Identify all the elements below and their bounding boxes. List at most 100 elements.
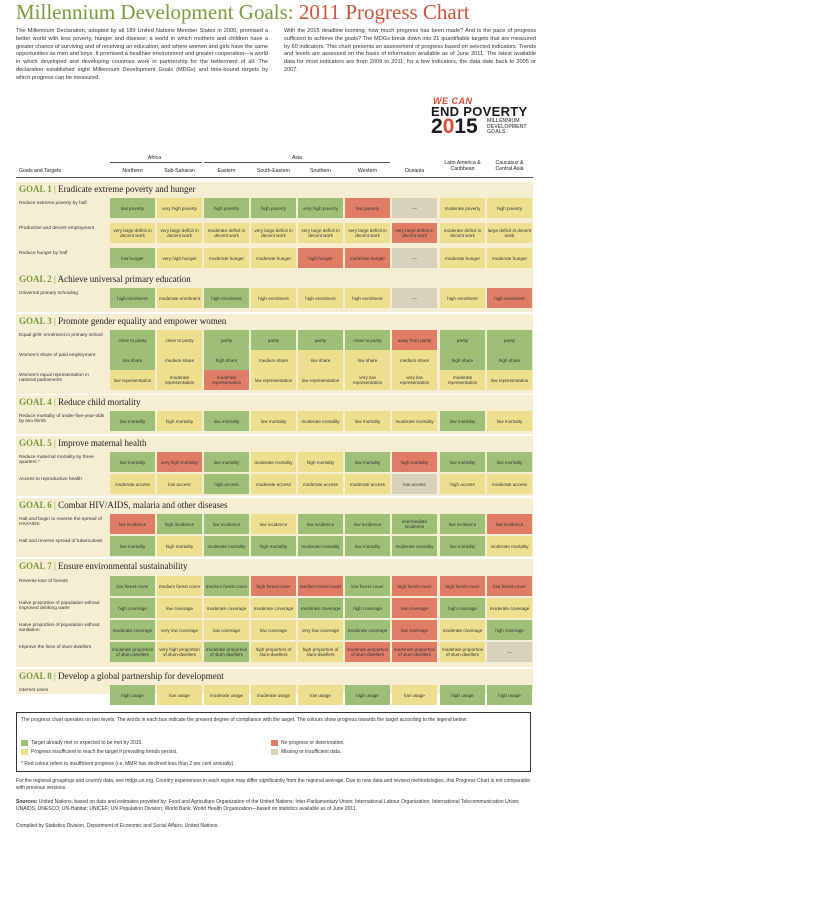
progress-cell: high coverage [440, 598, 485, 618]
progress-cell: moderate hunger [345, 248, 390, 268]
progress-cell: low incidence [251, 514, 296, 534]
intro-left: The Millennium Declaration, adopted by a… [16, 28, 268, 81]
progress-cell: moderate hunger [251, 248, 296, 268]
goal-name: Reduce child mortality [58, 397, 141, 407]
progress-cell: very high proportion of slum-dwellers [157, 642, 202, 662]
progress-cell: high share [487, 350, 532, 370]
target-label: Reduce hunger by half [19, 251, 68, 256]
progress-cell: parity [440, 330, 485, 350]
progress-cell: high enrolment [487, 288, 532, 308]
goal-title: GOAL 3 | Promote gender equality and emp… [19, 316, 226, 327]
progress-cell: moderate proportion of slum-dwellers [204, 642, 249, 662]
progress-cell: low mortality [440, 411, 485, 431]
goal-number: GOAL 2 [19, 274, 52, 284]
progress-cell: very low coverage [157, 620, 202, 640]
progress-cell: very high poverty [298, 198, 343, 218]
goal-separator: | [51, 438, 59, 448]
target-label: Equal girls' enrolment in primary school [19, 333, 103, 338]
progress-cell: high forest cover [392, 576, 437, 596]
goal-name: Ensure environmental sustainability [58, 561, 188, 571]
progress-cell: high usage [345, 685, 390, 705]
progress-cell: low representation [487, 370, 532, 390]
target-label: Reduce mortality of under-five-year-olds… [19, 414, 105, 425]
progress-cell: low share [345, 350, 390, 370]
progress-cell: low mortality [204, 452, 249, 472]
progress-cell: low mortality [251, 411, 296, 431]
progress-cell: low mortality [110, 452, 155, 472]
goal-number: GOAL 4 [19, 397, 52, 407]
logo-end-poverty: END POVERTY [431, 104, 528, 119]
progress-cell: close to parity [110, 330, 155, 350]
footer-sources-label: Sources: [16, 799, 38, 805]
goal-separator: | [51, 561, 59, 571]
goal-title: GOAL 8 | Develop a global partnership fo… [19, 671, 224, 682]
progress-cell: low coverage [392, 620, 437, 640]
progress-cell: low incidence [487, 514, 532, 534]
progress-cell: low coverage [157, 598, 202, 618]
progress-cell: high mortality [157, 536, 202, 556]
progress-cell: low forest cover [110, 576, 155, 596]
progress-cell: high poverty [251, 198, 296, 218]
title-part1: Millennium Development Goals: [16, 0, 294, 24]
progress-cell: high proportion of slum-dwellers [251, 642, 296, 662]
goal-separator: | [51, 274, 58, 284]
progress-cell: low share [110, 350, 155, 370]
header-region: Caucasus & Central Asia [495, 160, 524, 172]
target-label: Women's share of paid employment [19, 353, 96, 358]
footer-compiled: Compiled by Statistics Division, Departm… [16, 823, 219, 829]
progress-cell: low representation [110, 370, 155, 390]
progress-cell: low representation [251, 370, 296, 390]
progress-cell: away from parity [392, 330, 437, 350]
progress-cell: moderate mortality [204, 536, 249, 556]
goal-name: Improve maternal health [58, 438, 147, 448]
goal-number: GOAL 6 [19, 500, 52, 510]
header-rule [16, 177, 533, 178]
goal-name: Promote gender equality and empower wome… [58, 316, 227, 326]
progress-cell: low mortality [110, 411, 155, 431]
progress-cell: low access [157, 474, 202, 494]
goal-name: Develop a global partnership for develop… [58, 671, 224, 681]
progress-cell: moderate coverage [298, 598, 343, 618]
header-region: Northern [122, 168, 143, 174]
footer-sources-text: United Nations, based on data and estima… [16, 799, 520, 812]
progress-cell: moderate representation [204, 370, 249, 390]
progress-cell: medium forest cover [157, 576, 202, 596]
progress-cell: high usage [440, 685, 485, 705]
progress-cell: low incidence [440, 514, 485, 534]
progress-cell: low share [298, 350, 343, 370]
goal-title: GOAL 1 | Eradicate extreme poverty and h… [19, 184, 196, 195]
goal-name: Combat HIV/AIDS, malaria and other disea… [58, 500, 228, 510]
progress-cell: low usage [157, 685, 202, 705]
goal-number: GOAL 5 [19, 438, 52, 448]
progress-cell: moderate access [487, 474, 532, 494]
progress-cell: close to parity [345, 330, 390, 350]
progress-cell: low coverage [204, 620, 249, 640]
progress-cell: high coverage [345, 598, 390, 618]
progress-cell: very large deficit in decent work [110, 223, 155, 243]
progress-cell: low mortality [345, 411, 390, 431]
progress-cell: low mortality [345, 452, 390, 472]
title-part2: 2011 Progress Chart [298, 0, 470, 24]
progress-cell: moderate proportion of slum-dwellers [345, 642, 390, 662]
target-label: Halve proportion of population without s… [19, 623, 100, 634]
header-region: Sub-Saharan [164, 168, 195, 174]
progress-cell: high coverage [110, 598, 155, 618]
progress-cell: moderate mortality [251, 452, 296, 472]
progress-cell: high incidence [157, 514, 202, 534]
header-region: South-Eastern [256, 168, 291, 174]
logo-year-b: 15 [454, 115, 478, 138]
target-label: Improve the lives of slum-dwellers [19, 645, 92, 650]
progress-cell: medium share [392, 350, 437, 370]
goal-title: GOAL 5 | Improve maternal health [19, 438, 147, 449]
progress-cell: low incidence [298, 514, 343, 534]
target-label: Halt and begin to reverse the spread of … [19, 517, 102, 528]
goal-separator: | [51, 397, 59, 407]
goal-separator: | [51, 500, 59, 510]
goal-separator: | [51, 184, 59, 194]
goal-number: GOAL 7 [19, 561, 52, 571]
progress-cell: moderate coverage [440, 620, 485, 640]
goal-name: Achieve universal primary education [57, 274, 191, 284]
progress-cell: moderate hunger [487, 248, 532, 268]
progress-cell: high enrolment [251, 288, 296, 308]
progress-cell: very large deficit in decent work [298, 223, 343, 243]
